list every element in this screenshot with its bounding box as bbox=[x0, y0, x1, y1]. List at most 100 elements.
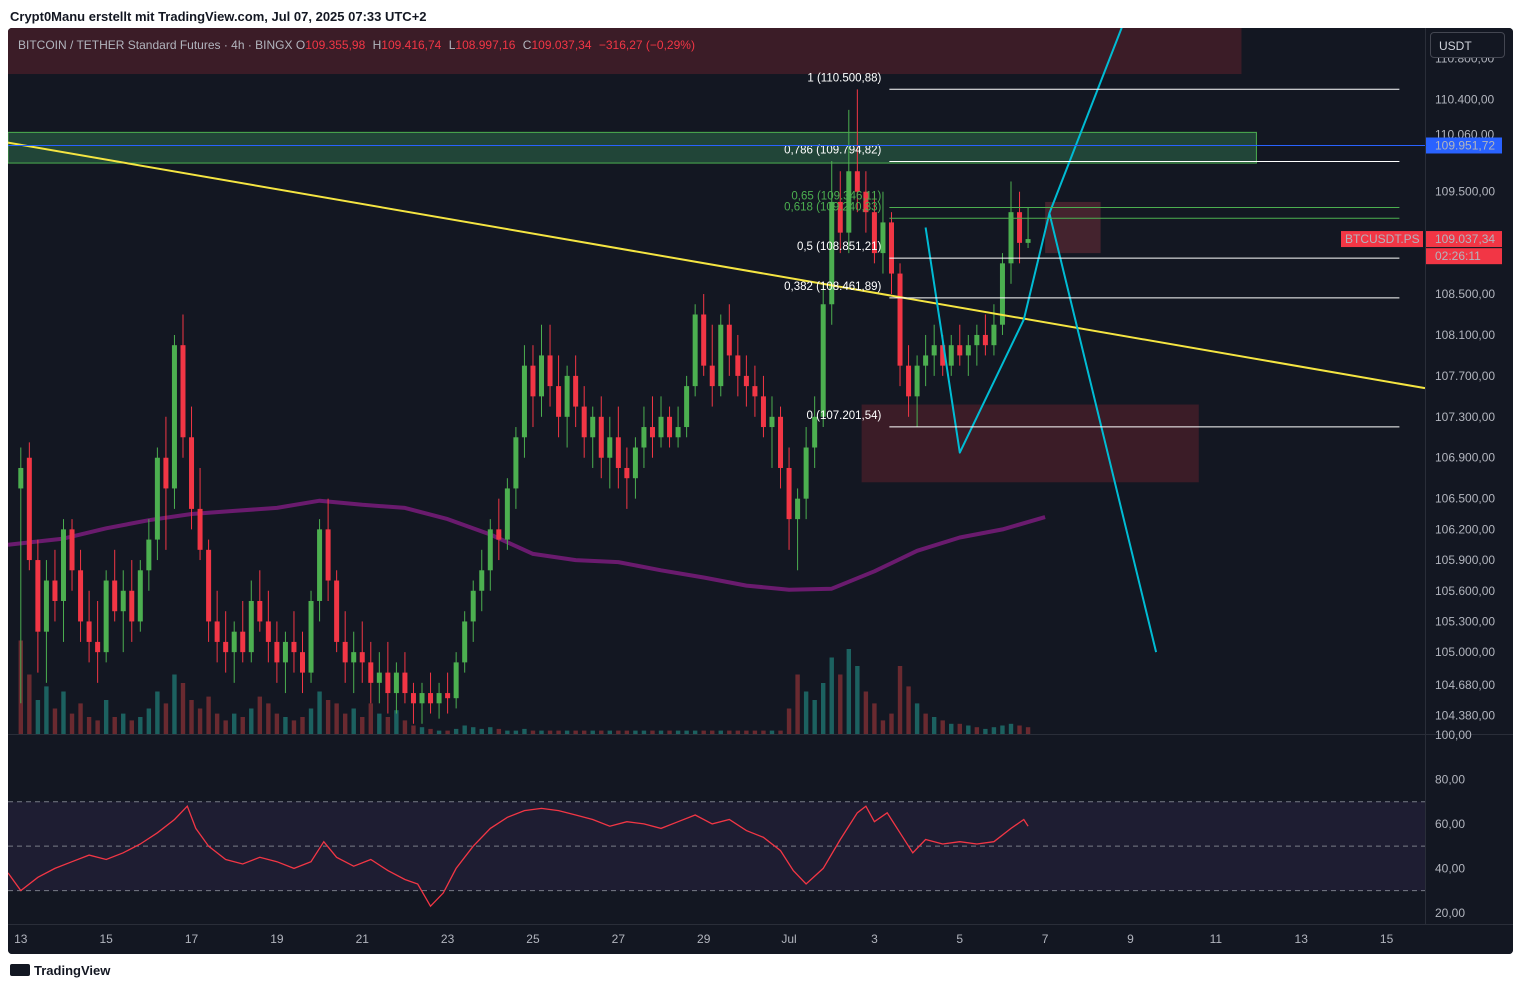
volume-bar bbox=[786, 708, 792, 734]
candle-body bbox=[180, 345, 186, 438]
candle-body bbox=[95, 641, 101, 653]
volume-bar bbox=[581, 730, 587, 734]
candle-body bbox=[760, 396, 766, 428]
volume-bar bbox=[274, 713, 280, 734]
rsi-tick-label: 20,00 bbox=[1435, 906, 1465, 920]
candle-body bbox=[846, 171, 852, 233]
footer-bar: TradingView bbox=[0, 954, 1521, 987]
symbol-tag-box bbox=[1341, 231, 1423, 248]
volume-bar bbox=[940, 720, 945, 734]
candle-body bbox=[854, 171, 860, 192]
descending-trendline bbox=[8, 141, 1426, 390]
price-tick-label: 108.500,00 bbox=[1435, 287, 1495, 301]
candle-body bbox=[342, 641, 348, 663]
volume-bar bbox=[240, 717, 245, 734]
candle-body bbox=[154, 457, 160, 540]
volume-bar bbox=[146, 708, 152, 734]
candle-body bbox=[564, 375, 570, 417]
candle-body bbox=[137, 570, 143, 622]
volume-bar bbox=[1008, 723, 1014, 734]
rsi-band-fill bbox=[8, 801, 1425, 891]
candle-body bbox=[129, 590, 135, 622]
candle-body bbox=[863, 191, 869, 213]
volume-bar bbox=[342, 713, 348, 734]
volume-bar bbox=[821, 683, 826, 734]
volume-bar bbox=[428, 728, 433, 734]
volume-bar bbox=[735, 730, 741, 734]
volume-bar bbox=[129, 720, 134, 734]
volume-bar bbox=[761, 730, 766, 734]
price-tag-box bbox=[1426, 231, 1502, 248]
time-tick-label: 3 bbox=[871, 932, 878, 946]
volume-bar bbox=[983, 728, 988, 734]
candle-body bbox=[940, 345, 946, 366]
candle-body bbox=[351, 652, 357, 663]
candle-body bbox=[308, 600, 314, 673]
price-tick-label: 105.900,00 bbox=[1435, 553, 1495, 567]
volume-bar bbox=[334, 703, 339, 734]
volume-bar bbox=[778, 730, 783, 734]
candle-body bbox=[206, 549, 212, 622]
candle-body bbox=[624, 467, 630, 479]
candle-body bbox=[547, 355, 553, 387]
volume-bar bbox=[607, 730, 612, 734]
candle-body bbox=[214, 621, 220, 642]
rsi-line bbox=[8, 805, 1029, 908]
volume-bar bbox=[360, 717, 365, 734]
volume-bar bbox=[283, 717, 288, 734]
candle-body bbox=[171, 345, 177, 489]
volume-bar bbox=[317, 691, 322, 734]
volume-bar bbox=[103, 700, 109, 734]
candle-body bbox=[837, 201, 843, 233]
candle-body bbox=[393, 672, 399, 694]
volume-bar bbox=[325, 700, 331, 734]
candle-body bbox=[248, 600, 254, 653]
candle-body bbox=[197, 508, 203, 550]
volume-bar bbox=[769, 730, 775, 734]
candle-body bbox=[649, 427, 655, 438]
volume-bar bbox=[564, 730, 570, 734]
price-tick-label: 105.300,00 bbox=[1435, 614, 1495, 628]
volume-bar bbox=[752, 730, 758, 734]
legend-close-key: C bbox=[522, 38, 532, 52]
fib-level-label: 0 (107.201,54) bbox=[807, 410, 882, 422]
time-tick-label: 15 bbox=[99, 932, 113, 946]
legend-low-key: L bbox=[448, 38, 456, 52]
legend-high-key: H bbox=[372, 38, 382, 52]
volume-bar bbox=[266, 703, 271, 734]
chart-canvas[interactable]: 1 (110.500,88) 0,786 (109.794,82) 0,65 (10… bbox=[8, 28, 1513, 954]
candle-body bbox=[120, 590, 126, 612]
candle-body bbox=[581, 406, 587, 438]
currency-button[interactable]: USDT bbox=[1430, 32, 1505, 58]
candle-body bbox=[556, 386, 562, 417]
time-tick-label: 27 bbox=[612, 932, 626, 946]
candle-body bbox=[189, 437, 195, 509]
volume-bar bbox=[69, 713, 75, 734]
price-tick-label: 104.680,00 bbox=[1435, 678, 1495, 692]
candle-body bbox=[376, 672, 382, 683]
candle-body bbox=[829, 201, 835, 305]
candle-body bbox=[163, 457, 169, 489]
volume-bar bbox=[377, 713, 382, 734]
candle-body bbox=[513, 437, 519, 489]
symbol-legend: BITCOIN / TETHER Standard Futures · 4h ·… bbox=[18, 38, 699, 52]
volume-bar bbox=[411, 725, 416, 734]
volume-bar bbox=[744, 730, 749, 734]
time-tick-label: 5 bbox=[956, 932, 963, 946]
volume-bar bbox=[249, 708, 254, 734]
volume-bar bbox=[897, 666, 903, 734]
candle-body bbox=[931, 345, 937, 356]
candle-body bbox=[803, 447, 809, 499]
volume-bar bbox=[445, 730, 450, 734]
rsi-tick-label: 80,00 bbox=[1435, 772, 1465, 786]
price-tick-label: 107.300,00 bbox=[1435, 410, 1495, 424]
volume-bar bbox=[539, 730, 544, 734]
candle-body bbox=[368, 662, 374, 683]
volume-bar bbox=[453, 728, 459, 734]
time-tick-label: 7 bbox=[1042, 932, 1049, 946]
chart-frame[interactable]: 1 (110.500,88) 0,786 (109.794,82) 0,65 (10… bbox=[8, 28, 1513, 954]
time-tick-label: 23 bbox=[441, 932, 455, 946]
candle-body bbox=[658, 416, 664, 438]
volume-bar bbox=[624, 730, 630, 734]
price-tag-box bbox=[1426, 248, 1502, 265]
